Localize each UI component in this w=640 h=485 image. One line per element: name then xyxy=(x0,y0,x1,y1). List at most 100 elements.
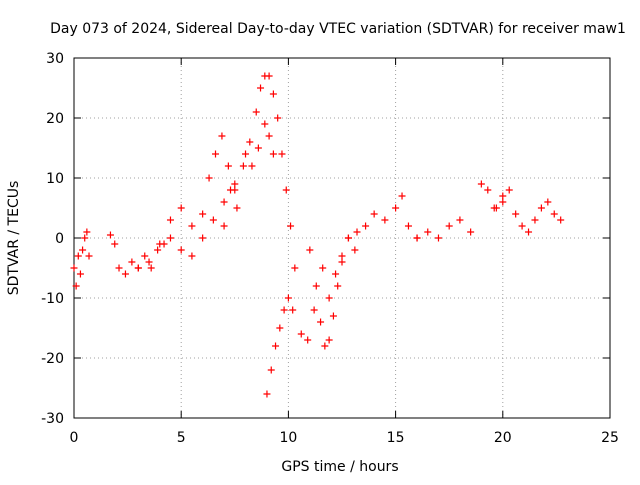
data-point xyxy=(147,264,155,272)
data-point xyxy=(212,150,220,158)
y-tick-label: 10 xyxy=(46,171,64,187)
data-point xyxy=(434,234,442,242)
data-point xyxy=(121,270,129,278)
data-point xyxy=(272,342,280,350)
data-point xyxy=(128,258,136,266)
data-point xyxy=(115,264,123,272)
series-track-h xyxy=(297,192,421,350)
data-point xyxy=(312,282,320,290)
data-point xyxy=(254,144,262,152)
data-point xyxy=(269,90,277,98)
data-point xyxy=(224,162,232,170)
y-tick-label: -30 xyxy=(41,411,64,427)
data-point xyxy=(227,186,235,194)
data-point xyxy=(456,216,464,224)
data-point xyxy=(353,228,361,236)
data-point xyxy=(484,186,492,194)
data-point xyxy=(154,246,162,254)
data-point xyxy=(263,390,271,398)
data-point xyxy=(338,252,346,260)
data-point xyxy=(306,246,314,254)
data-point xyxy=(499,192,507,200)
data-point xyxy=(445,222,453,230)
series-track-c xyxy=(134,180,239,272)
data-point xyxy=(404,222,412,230)
grid xyxy=(74,58,610,418)
data-point xyxy=(111,240,119,248)
data-point xyxy=(338,258,346,266)
series-track-j xyxy=(413,180,507,242)
data-point xyxy=(141,252,149,260)
data-point xyxy=(70,264,78,272)
data-point xyxy=(477,180,485,188)
data-point xyxy=(525,228,533,236)
data-point xyxy=(381,216,389,224)
data-point xyxy=(231,180,239,188)
data-point xyxy=(177,246,185,254)
data-point xyxy=(134,264,142,272)
data-point xyxy=(392,204,400,212)
data-series xyxy=(70,72,565,398)
data-point xyxy=(74,252,82,260)
data-point xyxy=(332,270,340,278)
data-point xyxy=(284,294,292,302)
data-point xyxy=(248,162,256,170)
data-point xyxy=(537,204,545,212)
x-tick-label: 10 xyxy=(279,430,297,446)
data-point xyxy=(282,186,290,194)
data-point xyxy=(325,294,333,302)
data-point xyxy=(550,210,558,218)
data-point xyxy=(398,192,406,200)
series-track-d xyxy=(166,132,239,230)
data-point xyxy=(344,234,352,242)
x-tick-label: 25 xyxy=(601,430,619,446)
data-point xyxy=(239,162,247,170)
data-point xyxy=(362,222,370,230)
data-point xyxy=(467,228,475,236)
data-point xyxy=(544,198,552,206)
data-point xyxy=(334,282,342,290)
data-point xyxy=(252,108,260,116)
data-point xyxy=(291,264,299,272)
data-point xyxy=(424,228,432,236)
data-point xyxy=(287,222,295,230)
data-point xyxy=(85,252,93,260)
axes: 0 5 10 15 20 25 -30 -20 -10 0 10 20 30 xyxy=(41,51,619,446)
series-track-k xyxy=(492,186,565,236)
data-point xyxy=(317,318,325,326)
data-point xyxy=(278,150,286,158)
series-track-e xyxy=(220,72,299,272)
data-point xyxy=(269,150,277,158)
x-tick-label: 0 xyxy=(70,430,79,446)
y-tick-label: -20 xyxy=(41,351,64,367)
data-point xyxy=(280,306,288,314)
data-point xyxy=(76,270,84,278)
data-point xyxy=(557,216,565,224)
data-point xyxy=(145,258,153,266)
y-tick-label: 30 xyxy=(46,51,64,67)
series-track-f xyxy=(242,120,277,170)
data-point xyxy=(304,336,312,344)
data-point xyxy=(220,222,228,230)
data-point xyxy=(72,282,80,290)
data-point xyxy=(325,336,333,344)
data-point xyxy=(166,216,174,224)
data-point xyxy=(242,150,250,158)
x-axis-label: GPS time / hours xyxy=(281,459,398,475)
data-point xyxy=(218,132,226,140)
data-point xyxy=(531,216,539,224)
data-point xyxy=(156,240,164,248)
y-tick-label: 20 xyxy=(46,111,64,127)
data-point xyxy=(492,204,500,212)
data-point xyxy=(261,120,269,128)
series-track-g xyxy=(263,294,297,398)
data-point xyxy=(267,366,275,374)
data-point xyxy=(166,234,174,242)
data-point xyxy=(188,222,196,230)
data-point xyxy=(81,234,89,242)
data-point xyxy=(177,204,185,212)
data-point xyxy=(265,72,273,80)
data-point xyxy=(205,174,213,182)
